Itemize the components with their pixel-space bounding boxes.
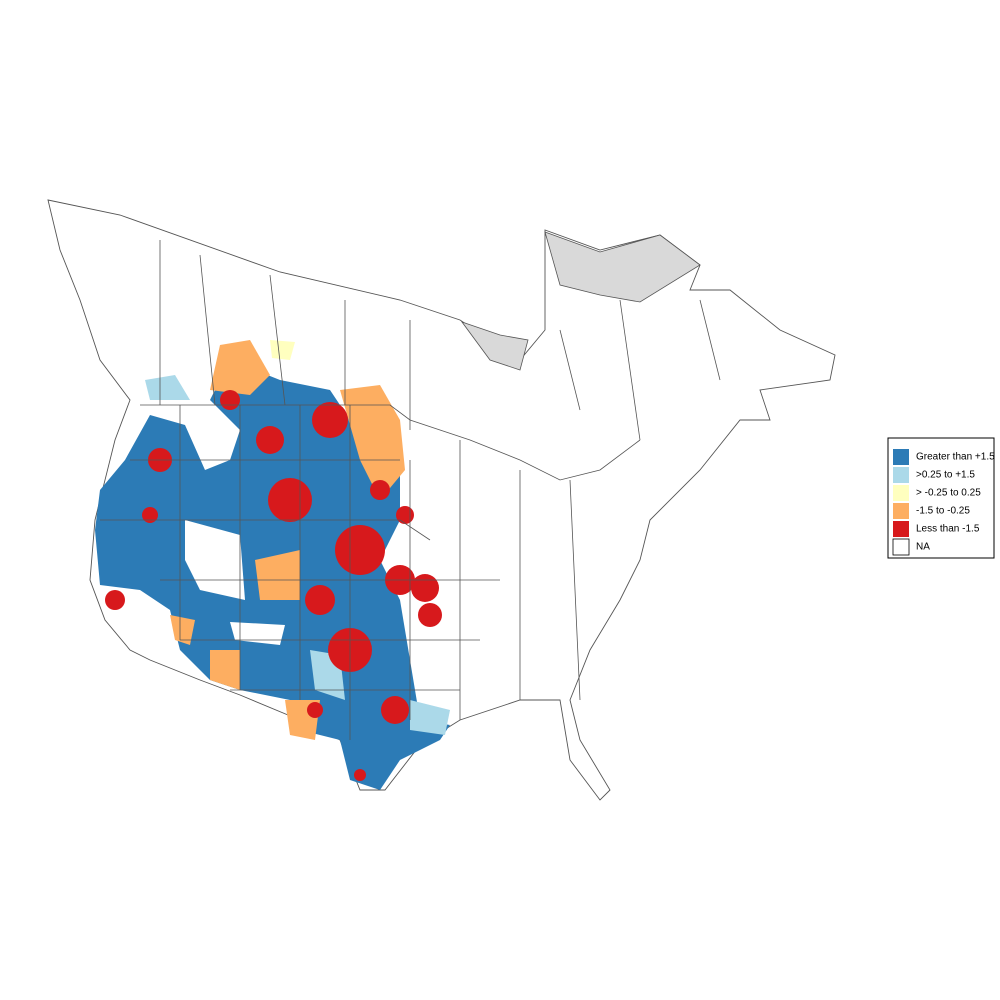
legend: Greater than +1.5 >0.25 to +1.5 > -0.25 to…: [887, 437, 995, 559]
gray-area: [544, 231, 701, 303]
legend-label: > -0.25 to 0.25: [916, 488, 981, 499]
legend-swatch: [893, 449, 909, 465]
legend-label: Less than -1.5: [916, 524, 980, 535]
region-patch: [307, 702, 323, 718]
legend-label: >0.25 to +1.5: [916, 470, 975, 481]
region-patch: [270, 340, 295, 360]
legend-swatch: [893, 467, 909, 483]
region-patch: [220, 390, 240, 410]
border-line: [179, 405, 581, 740]
region-patch: [142, 507, 158, 523]
region-patch: [170, 615, 195, 645]
region-patch: [268, 478, 312, 522]
legend-swatch: [893, 521, 909, 537]
gray-area: [460, 321, 529, 371]
region-patch: [370, 480, 390, 500]
legend-swatch: [892, 538, 910, 556]
region-patch: [305, 585, 335, 615]
region-patch: [256, 426, 284, 454]
region-patch: [396, 506, 414, 524]
region-patch: [210, 650, 240, 690]
border-line: [159, 240, 411, 430]
region-patch: [411, 574, 439, 602]
region-patch: [354, 769, 366, 781]
legend-label: Greater than +1.5: [916, 452, 995, 463]
legend-swatch: [893, 503, 909, 519]
region-patch: [255, 550, 300, 600]
region-patch: [340, 385, 405, 500]
region-patch: [335, 525, 385, 575]
region-patch: [418, 603, 442, 627]
legend-label: NA: [916, 542, 930, 553]
region-patch: [105, 590, 125, 610]
border-line: [140, 404, 641, 481]
border-line: [100, 459, 500, 691]
region-patch: [210, 340, 270, 395]
legend-label: -1.5 to -0.25: [916, 506, 970, 517]
borders: [100, 240, 721, 740]
border-line: [559, 299, 721, 441]
region-patch: [381, 696, 409, 724]
region-patch: [230, 622, 285, 645]
region-patch: [145, 375, 190, 400]
region-patch: [312, 402, 348, 438]
legend-swatch: [893, 485, 909, 501]
region-patch: [410, 700, 450, 735]
